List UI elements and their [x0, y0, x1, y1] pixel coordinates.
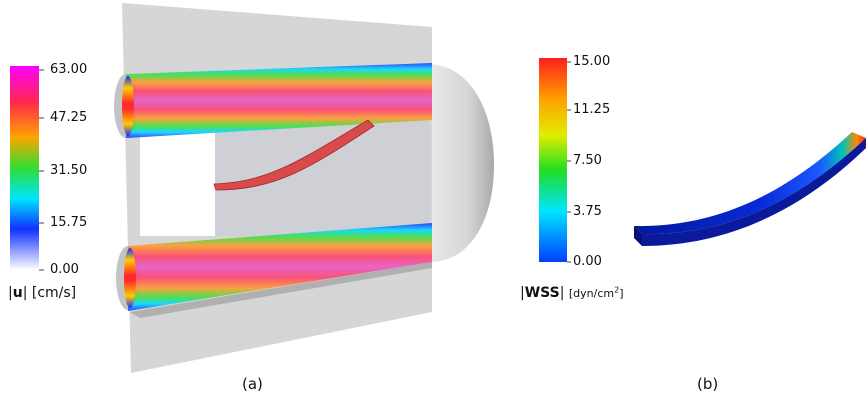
velocity-unit: [cm/s] [31, 285, 77, 301]
wss-strip [634, 132, 866, 246]
wss-unit-suffix: ] [619, 287, 624, 300]
velocity-symbol: u [12, 285, 23, 301]
colorbar-b-tick-label: 7.50 [573, 153, 602, 168]
wss-strip-side-face [642, 138, 866, 246]
colorbar-b-tick-label: 11.25 [573, 102, 611, 117]
colorbar-a-tick-label: 63.00 [50, 62, 88, 77]
wss-unit: [dyn/cm2] [568, 285, 624, 300]
wss-strip-top-face [634, 132, 866, 235]
lower-pipe-flow [128, 223, 432, 311]
chamber-flow-region [215, 120, 432, 238]
colorbar-a [10, 66, 39, 270]
colorbar-b-ticks [567, 61, 571, 263]
lower-inlet-profile [124, 248, 136, 308]
colorbar-a-tick-label: 47.25 [50, 110, 88, 125]
colorbar-a-ticks [39, 69, 44, 271]
chamber-gap [140, 132, 215, 236]
lower-pipe-shadow [130, 262, 432, 318]
colorbar-b [539, 58, 567, 262]
panel-b-caption: (b) [697, 375, 719, 393]
colorbar-a-tick-label: 31.50 [50, 163, 88, 178]
leaflet-strip [213, 119, 375, 191]
wss-unit-superscript: 2 [614, 285, 620, 295]
colorbar-b-tick-label: 0.00 [573, 254, 602, 269]
outlet-dome [430, 64, 494, 262]
upper-pipe-flow [126, 63, 432, 138]
wss-unit-prefix: [dyn/cm [568, 287, 615, 300]
colorbar-b-tick-label: 3.75 [573, 204, 602, 219]
colorbar-a-title: |u| [cm/s] [8, 285, 77, 301]
upper-inlet-profile [122, 76, 134, 136]
wss-strip-end-face [634, 226, 642, 246]
colorbar-b-title: |WSS| [dyn/cm2] [520, 285, 624, 301]
colorbar-b-tick-label: 15.00 [573, 54, 611, 69]
wss-symbol: WSS [524, 285, 560, 301]
panel-a-caption: (a) [242, 375, 263, 393]
colorbar-a-tick-label: 15.75 [50, 215, 88, 230]
colorbar-a-tick-label: 0.00 [50, 262, 79, 277]
